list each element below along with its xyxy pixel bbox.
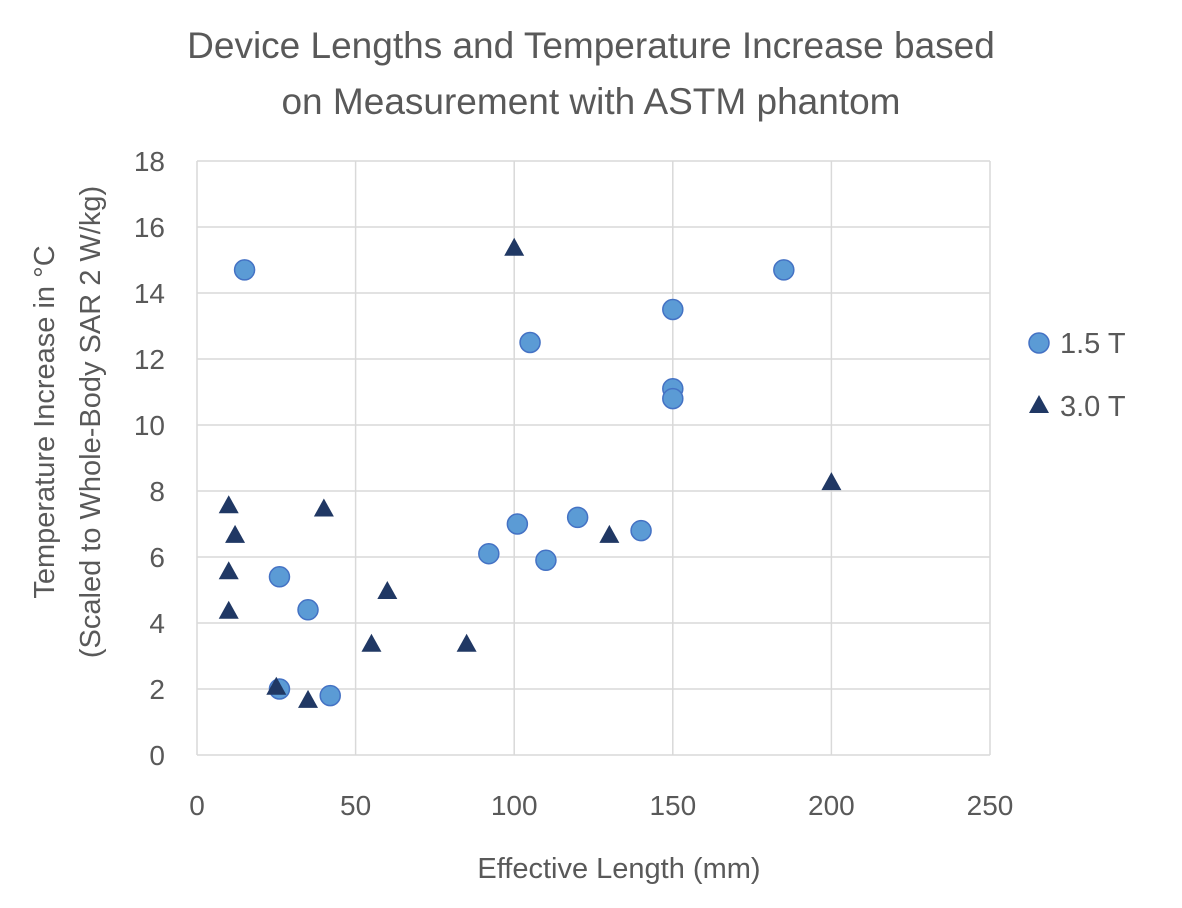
legend-triangle-marker — [1029, 395, 1049, 413]
point-3-0t — [266, 676, 287, 695]
point-1-5t — [630, 519, 652, 542]
y-tick-label: 18 — [134, 146, 165, 177]
point-3-0t — [599, 524, 620, 543]
point-1-5t — [535, 549, 557, 572]
point-1-5t — [566, 506, 589, 529]
point-1-5t — [268, 566, 291, 588]
point-1-5t — [773, 259, 795, 281]
x-axis-title: Effective Length (mm) — [477, 853, 760, 885]
y-tick-label: 0 — [149, 740, 165, 771]
point-1-5t — [478, 542, 500, 565]
y-tick-label: 2 — [149, 674, 165, 705]
y-tick-label: 8 — [149, 476, 165, 507]
x-tick-label: 50 — [340, 790, 371, 821]
tick-labels: 0 2 4 6 8 10 12 14 16 18 0 50 100 150 200 250 — [134, 146, 1014, 821]
gridlines — [196, 160, 991, 756]
point-1-5t — [233, 259, 256, 281]
data-points — [218, 237, 842, 708]
legend-circle-marker — [1028, 332, 1050, 354]
point-1-5t — [662, 298, 684, 321]
chart-title-line-1: Device Lengths and Temperature Increase … — [187, 25, 995, 66]
y-axis-title-line-1: Temperature Increase in °C — [29, 245, 61, 598]
point-3-0t — [504, 237, 525, 256]
y-tick-label: 6 — [149, 542, 165, 573]
point-3-0t — [821, 472, 842, 491]
y-axis-title-line-2: (Scaled to Whole-Body SAR 2 W/kg) — [75, 186, 107, 658]
legend-label-1-5t: 1.5 T — [1060, 328, 1126, 360]
chart-title-line-2: on Measurement with ASTM phantom — [281, 81, 900, 122]
point-3-0t — [298, 689, 319, 708]
point-1-5t — [297, 599, 319, 621]
point-1-5t — [519, 331, 541, 354]
x-tick-label: 100 — [491, 790, 538, 821]
point-1-5t — [506, 513, 529, 535]
point-3-0t — [313, 498, 334, 517]
point-3-0t — [218, 495, 239, 514]
x-tick-label: 0 — [189, 790, 205, 821]
point-3-0t — [218, 561, 239, 580]
x-tick-label: 200 — [808, 790, 855, 821]
y-tick-label: 12 — [134, 344, 165, 375]
point-3-0t — [361, 633, 382, 652]
y-tick-label: 16 — [134, 212, 165, 243]
point-3-0t — [456, 633, 477, 652]
x-tick-label: 150 — [649, 790, 696, 821]
point-3-0t — [218, 600, 239, 619]
point-1-5t — [662, 387, 684, 410]
point-1-5t — [319, 684, 341, 707]
point-3-0t — [377, 581, 398, 599]
legend: 1.5 T 3.0 T — [1028, 328, 1126, 423]
point-3-0t — [225, 524, 246, 543]
x-tick-label: 250 — [967, 790, 1014, 821]
y-tick-label: 4 — [149, 608, 165, 639]
legend-label-3-0t: 3.0 T — [1060, 391, 1126, 423]
y-tick-label: 14 — [134, 278, 165, 309]
y-tick-label: 10 — [134, 410, 165, 441]
